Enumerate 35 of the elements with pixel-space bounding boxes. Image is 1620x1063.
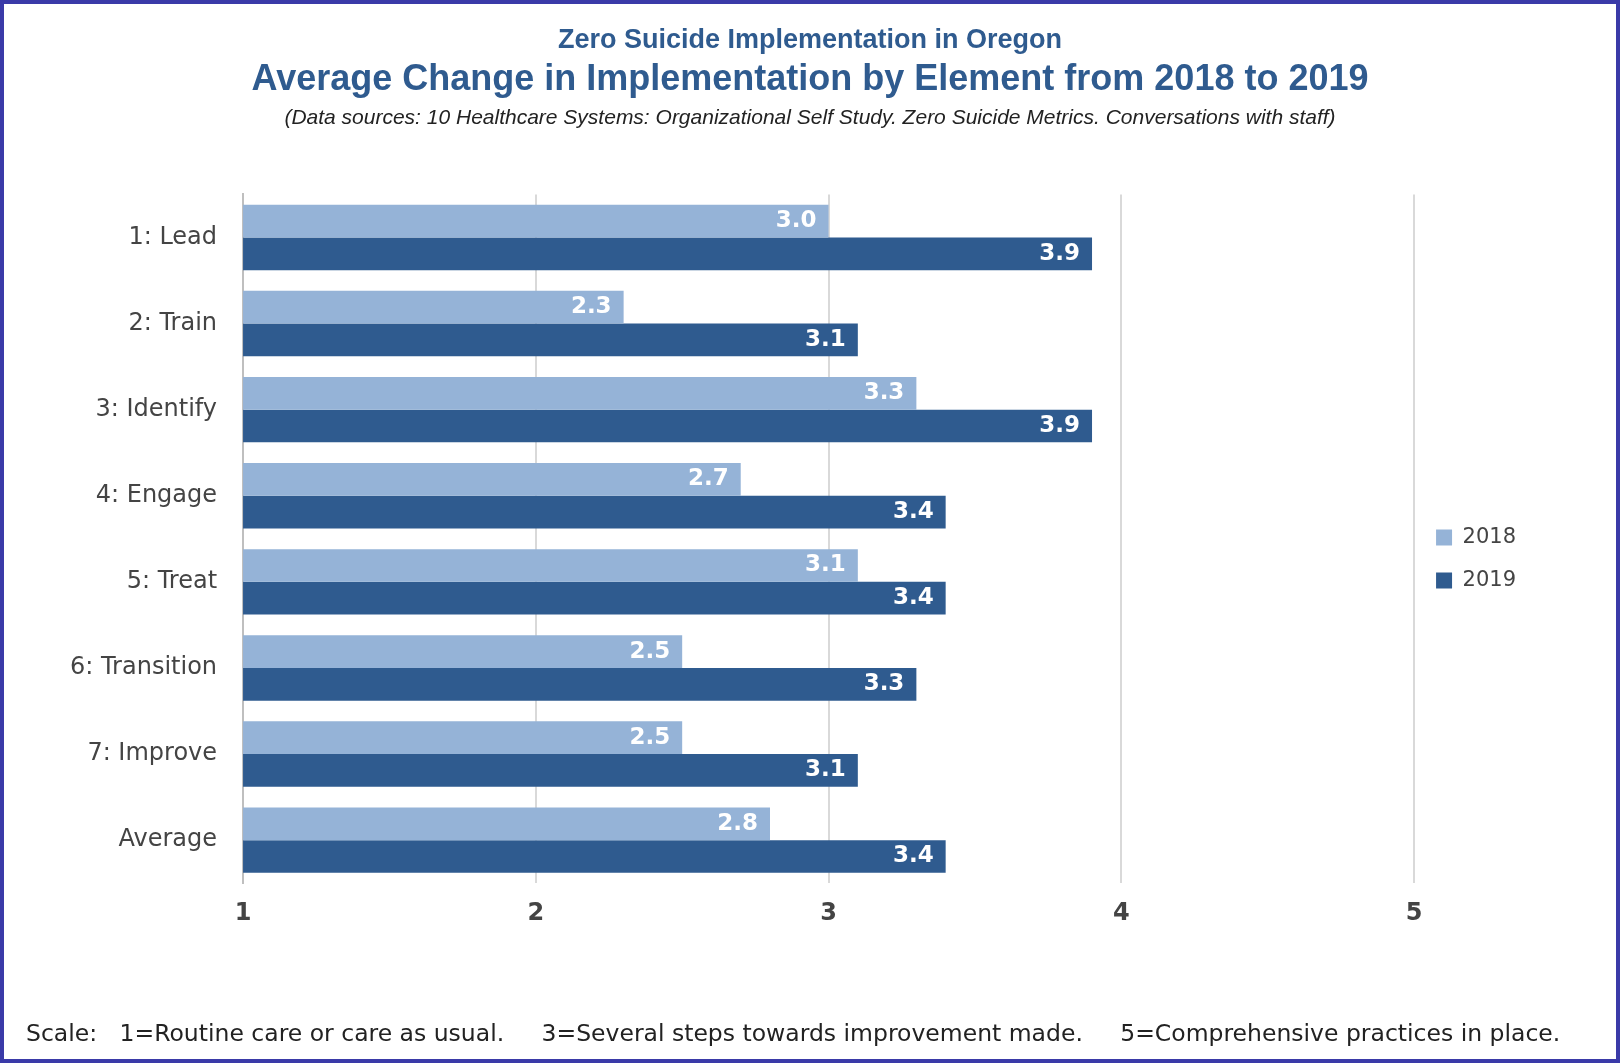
data-label: 3.9 [1039,410,1081,437]
data-label: 3.1 [805,755,846,782]
data-label: 3.3 [863,669,905,696]
text: (Data sources: 10 Healthcare Systems: Organizational Self Study. Zero Suicide Metrics. Conversations with staff) [283,105,1337,129]
text: Scale: 1=Routine care or care as usual. 3=Several steps towards improvement made. 5=Comprehensive practices in place. [26,1019,1561,1047]
x-tick-label: 5 [1405,897,1423,926]
y-tick-label: 3: Identify [95,393,218,422]
x-tick-label: 3 [820,897,837,926]
y-tick-label: 4: Engage [95,479,218,508]
data-label: 3.4 [892,841,934,868]
y-tick-label: 5: Treat [126,566,218,595]
data-label: 3.1 [805,550,846,577]
x-tick-label: 2 [527,897,545,926]
data-label: 3.0 [775,206,817,233]
data-label: 2.7 [687,464,729,491]
data-label: 3.9 [1039,238,1081,265]
x-tick-label: 1 [234,897,252,926]
legend-label: 2019 [1462,566,1517,591]
data-label: 3.4 [892,497,934,524]
chart-title: Average Change in Implementation by Element from 2018 to 2019 [250,57,1370,99]
y-tick-label: 1: Lead [128,221,218,250]
y-tick-label: 6: Transition [70,652,218,681]
chart-subtitle: Zero Suicide Implementation in Oregon [556,24,1064,55]
data-label: 3.4 [892,583,934,610]
data-label: 3.1 [805,324,846,351]
data-label: 2.5 [629,722,671,749]
data-label: 2.5 [629,636,671,663]
y-tick-label: Average [118,824,218,853]
data-label: 2.3 [570,292,612,319]
y-tick-label: 7: Improve [87,738,218,767]
data-label: 2.8 [717,808,758,835]
x-tick-label: 4 [1112,897,1130,926]
y-tick-label: 2: Train [128,307,218,336]
legend-label: 2018 [1462,523,1517,548]
data-label: 3.3 [863,378,905,405]
